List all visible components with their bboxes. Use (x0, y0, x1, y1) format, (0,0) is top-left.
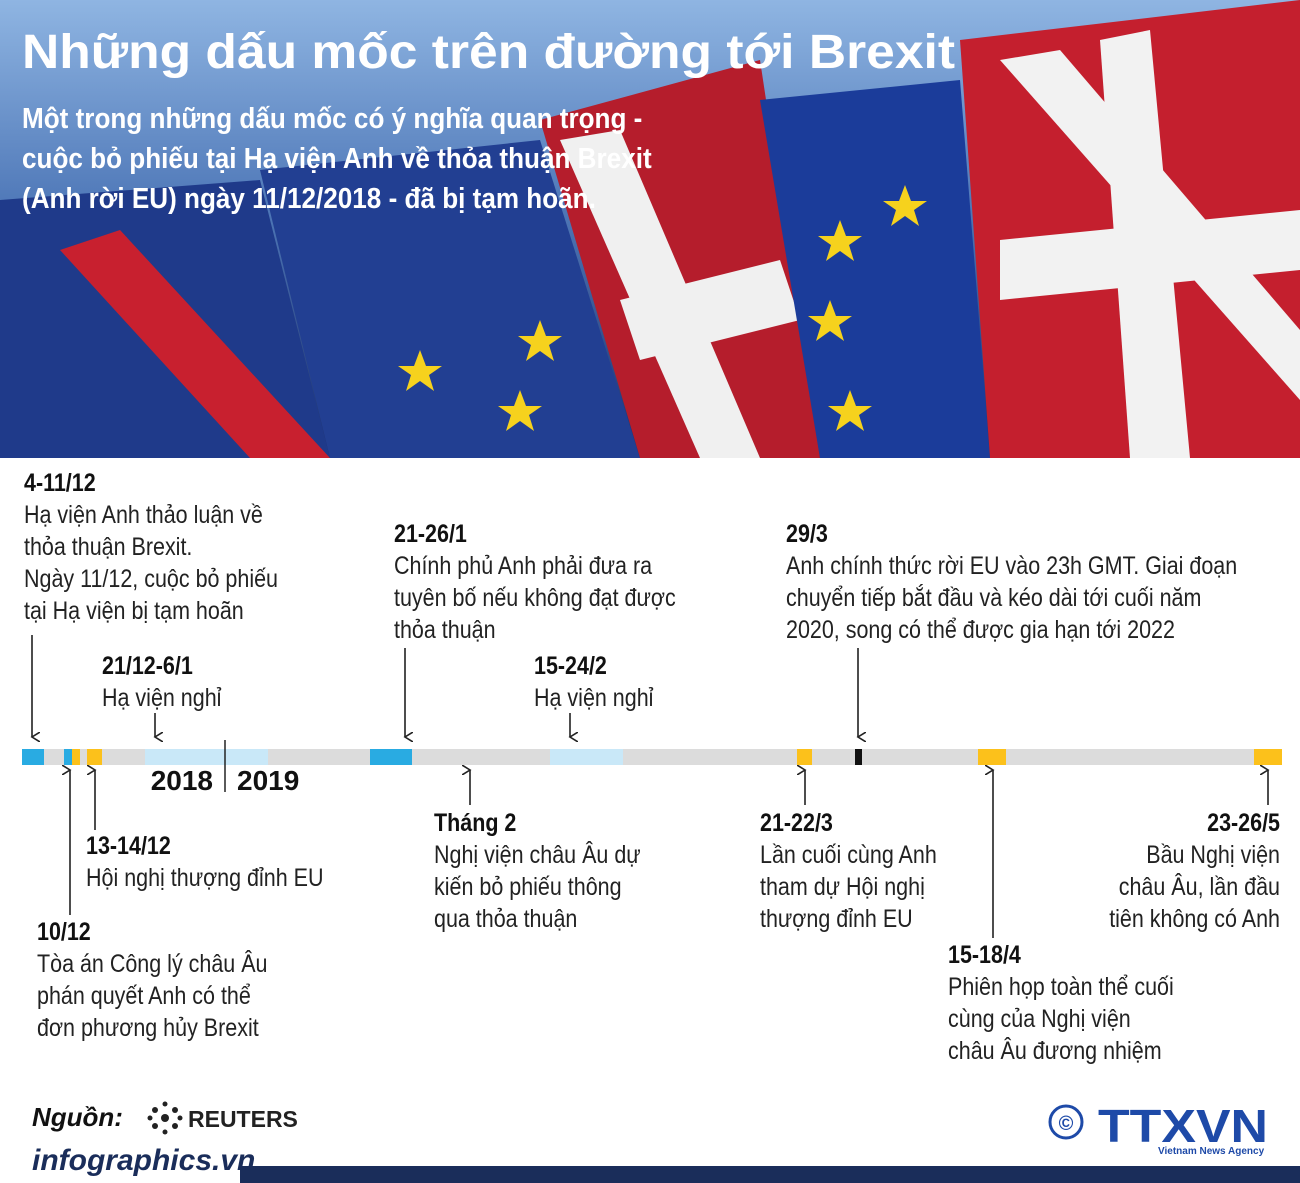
event: Tháng 2 Nghị viện châu Âu dự kiến bỏ phiếu… (434, 770, 641, 932)
event-date: 21-22/3 (760, 808, 833, 836)
year-label: 2018 (151, 765, 213, 796)
event-date: 15-24/2 (534, 651, 607, 679)
subtitle-line: cuộc bỏ phiếu tại Hạ viện Anh về thỏa th… (22, 142, 652, 175)
event-date: 15-18/4 (948, 940, 1021, 968)
event-text: châu Âu đương nhiệm (948, 1036, 1162, 1064)
event-text: Hạ viện nghỉ (102, 683, 222, 711)
subtitle-line: Một trong những dấu mốc có ý nghĩa quan … (22, 102, 642, 135)
banner (0, 0, 1300, 458)
event: 15-24/2 Hạ viện nghỉ (534, 651, 654, 737)
event-text: 2020, song có thể được gia hạn tới 2022 (786, 615, 1175, 643)
event-text: Phiên họp toàn thể cuối (948, 972, 1174, 1000)
subtitle-line: (Anh rời EU) ngày 11/12/2018 - đã bị tạm… (22, 182, 596, 215)
event-date: 13-14/12 (86, 831, 171, 859)
event: 29/3 Anh chính thức rời EU vào 23h GMT. G… (786, 519, 1237, 737)
event-date: 21-26/1 (394, 519, 467, 547)
event-text: kiến bỏ phiếu thông (434, 872, 622, 900)
event: 10/12 Tòa án Công lý châu Âu phán quyết An… (37, 770, 267, 1041)
subtitle: Một trong những dấu mốc có ý nghĩa quan … (22, 102, 652, 215)
events: 4-11/12 Hạ viện Anh thảo luận về thỏa thuậ… (24, 468, 1280, 1064)
event-text: Ngày 11/12, cuộc bỏ phiếu (24, 564, 278, 592)
event-text: cùng của Nghị viện (948, 1004, 1131, 1032)
title: Những dấu mốc trên đường tới Brexit (22, 26, 955, 79)
event-text: tuyên bố nếu không đạt được (394, 583, 676, 611)
event-date: 10/12 (37, 917, 91, 945)
event-text: thỏa thuận (394, 615, 496, 643)
event-text: đơn phương hủy Brexit (37, 1013, 259, 1041)
timeline-bar (22, 740, 1282, 792)
event-text: tham dự Hội nghị (760, 872, 925, 900)
event-text: thượng đỉnh EU (760, 904, 913, 932)
reuters-logo (147, 1101, 183, 1135)
event-date: 4-11/12 (24, 468, 96, 496)
event-text: Hạ viện Anh thảo luận về (24, 500, 263, 528)
event: 21-22/3 Lần cuối cùng Anh tham dự Hội nghị… (760, 770, 937, 932)
event-text: Bầu Nghị viện (1146, 840, 1280, 868)
event-text: Lần cuối cùng Anh (760, 840, 937, 868)
event-text: Nghị viện châu Âu dự (434, 840, 641, 868)
site: infographics.vn (32, 1144, 255, 1177)
event-text: thỏa thuận Brexit. (24, 532, 192, 560)
event: 13-14/12 Hội nghị thượng đỉnh EU (86, 770, 323, 891)
event-text: Hạ viện nghỉ (534, 683, 654, 711)
event-date: 21/12-6/1 (102, 651, 193, 679)
event: 15-18/4 Phiên họp toàn thể cuối cùng của N… (948, 770, 1174, 1064)
source: REUTERS (188, 1106, 298, 1132)
agency: TTXVN (1098, 1100, 1268, 1152)
event: 23-26/5 Bầu Nghị viện châu Âu, lần đầu tiên… (1109, 770, 1280, 932)
copyright-ring (1048, 1104, 1084, 1140)
event-text: Tòa án Công lý châu Âu (37, 949, 267, 977)
agency-full: Vietnam News Agency (1158, 1146, 1265, 1157)
event-text: Anh chính thức rời EU vào 23h GMT. Giai … (786, 551, 1237, 579)
source-label: Nguồn: (32, 1102, 123, 1132)
year-label: 2019 (237, 765, 299, 796)
copyright: © (1059, 1113, 1074, 1135)
event: 4-11/12 Hạ viện Anh thảo luận về thỏa thuậ… (24, 468, 278, 737)
event-text: châu Âu, lần đầu (1119, 872, 1280, 900)
event-text: tại Hạ viện bị tạm hoãn (24, 596, 244, 624)
event-text: qua thỏa thuận (434, 904, 577, 932)
event-date: Tháng 2 (434, 808, 516, 836)
event-date: 23-26/5 (1207, 808, 1280, 836)
event-text: tiên không có Anh (1109, 904, 1280, 932)
event-date: 29/3 (786, 519, 828, 547)
event: 21/12-6/1 Hạ viện nghỉ (102, 651, 222, 737)
event-text: Chính phủ Anh phải đưa ra (394, 551, 652, 579)
event-text: Hội nghị thượng đỉnh EU (86, 863, 323, 891)
event-text: chuyển tiếp bắt đầu và kéo dài tới cuối … (786, 583, 1201, 611)
event-text: phán quyết Anh có thể (37, 981, 251, 1009)
footer-bar (240, 1166, 1300, 1183)
event: 21-26/1 Chính phủ Anh phải đưa ra tuyên bố… (394, 519, 676, 737)
